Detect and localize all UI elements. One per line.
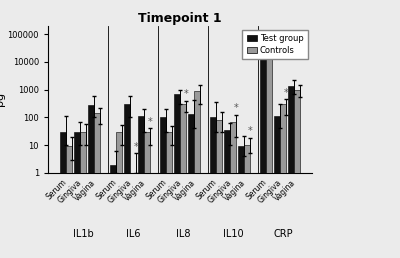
Y-axis label: pg: pg [0, 92, 5, 106]
Legend: Test group, Controls: Test group, Controls [242, 30, 308, 59]
Bar [230, 122, 236, 258]
Bar [224, 130, 230, 258]
Bar [260, 40, 266, 258]
Bar [216, 120, 222, 258]
Bar [110, 165, 116, 258]
Bar [66, 146, 72, 258]
Title: Timepoint 1: Timepoint 1 [138, 12, 222, 25]
Bar [210, 117, 216, 258]
Text: *: * [234, 103, 238, 114]
Bar [274, 116, 280, 258]
Bar [94, 113, 100, 258]
Bar [166, 132, 172, 258]
Bar [188, 114, 194, 258]
Bar [280, 104, 286, 258]
Text: *: * [184, 89, 188, 99]
Bar [124, 104, 130, 258]
Bar [194, 91, 200, 258]
Text: IL1b: IL1b [72, 229, 93, 239]
Text: IL6: IL6 [126, 229, 140, 239]
Bar [138, 116, 144, 258]
Bar [180, 104, 186, 258]
Text: *: * [248, 126, 252, 136]
Bar [238, 146, 244, 258]
Bar [266, 41, 272, 258]
Text: IL10: IL10 [222, 229, 243, 239]
Bar [160, 117, 166, 258]
Bar [144, 132, 150, 258]
Bar [288, 86, 294, 258]
Bar [294, 90, 300, 258]
Text: *: * [134, 142, 138, 152]
Text: IL8: IL8 [176, 229, 190, 239]
Bar [88, 106, 94, 258]
Bar [130, 173, 136, 258]
Text: *: * [148, 117, 152, 127]
Bar [74, 132, 80, 258]
Bar [60, 132, 66, 258]
Text: *: * [284, 87, 288, 98]
Bar [174, 94, 180, 258]
Bar [116, 132, 122, 258]
Bar [80, 132, 86, 258]
Text: CRP: CRP [273, 229, 293, 239]
Bar [244, 145, 250, 258]
